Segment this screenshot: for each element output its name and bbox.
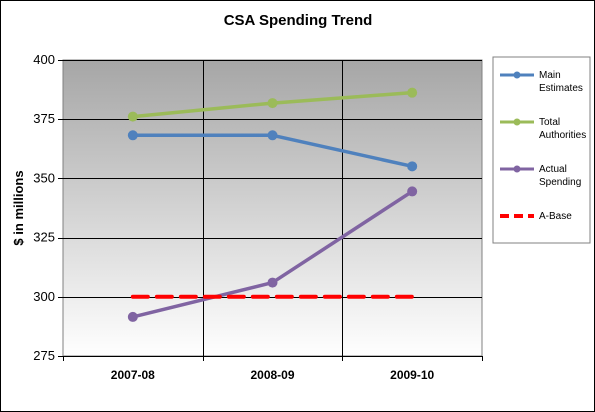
y-tick-label: 325 (33, 230, 55, 245)
series-lines (127, 87, 418, 322)
y-axis-label: $ in millions (11, 170, 26, 245)
legend-label-line: Estimates (539, 83, 583, 94)
main-estimates-point (407, 161, 418, 172)
total-authorities-legend-marker (513, 118, 521, 126)
actual-spending-legend-label: Actual Spending (539, 164, 581, 188)
main-estimates-point (127, 130, 138, 141)
y-tick-label: 300 (33, 289, 55, 304)
legend-box (492, 56, 591, 244)
legend-label-line: A-Base (539, 211, 572, 222)
y-tick-label: 375 (33, 111, 55, 126)
total-authorities-legend-label: Total Authorities (539, 117, 586, 141)
actual-spending-legend-marker (513, 165, 521, 173)
y-tick-label: 275 (33, 348, 55, 363)
legend: Main Estimates Total Authorities Actual Spend… (492, 56, 591, 244)
main-estimates-legend-label: Main Estimates (539, 70, 583, 94)
main-estimates-legend-marker (513, 71, 521, 79)
axes: 275 300 325 350 375 400 2007-08 2008-09 2009-10 (33, 52, 483, 382)
x-tick-label: 2009-10 (390, 368, 434, 382)
a-base-legend-label: A-Base (539, 211, 572, 222)
legend-label-line: Spending (539, 177, 581, 188)
total-authorities-point (127, 111, 138, 122)
y-tick-label: 350 (33, 170, 55, 185)
actual-spending-point (267, 277, 278, 288)
plot-area (62, 59, 483, 357)
total-authorities-point (407, 87, 418, 98)
legend-label-line: Main (539, 70, 561, 81)
legend-label-line: Actual (539, 164, 567, 175)
total-authorities-point (267, 98, 278, 109)
x-tick-label: 2008-09 (250, 368, 294, 382)
main-estimates-point (267, 130, 278, 141)
actual-spending-point (127, 311, 138, 322)
y-tick-label: 400 (33, 52, 55, 67)
actual-spending-point (407, 186, 418, 197)
legend-label-line: Authorities (539, 130, 586, 141)
chart-title: CSA Spending Trend (224, 12, 373, 29)
legend-label-line: Total (539, 117, 560, 128)
x-tick-label: 2007-08 (111, 368, 155, 382)
